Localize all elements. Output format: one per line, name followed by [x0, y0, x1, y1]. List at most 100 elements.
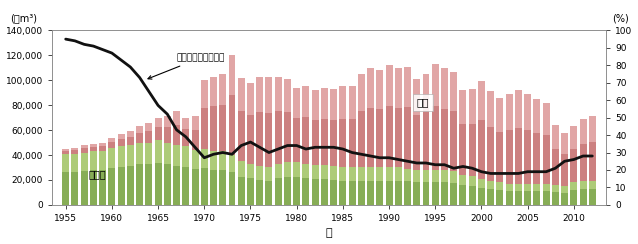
Bar	[506, 184, 512, 205]
Bar	[293, 88, 300, 118]
Bar	[469, 176, 476, 205]
Bar	[404, 169, 411, 181]
Bar	[256, 77, 263, 112]
Bar	[395, 68, 402, 108]
Bar	[302, 164, 309, 178]
Bar	[238, 161, 245, 205]
Bar	[413, 79, 420, 115]
Bar	[422, 170, 429, 182]
Bar	[413, 79, 420, 170]
Bar	[570, 183, 577, 205]
Bar	[191, 116, 198, 130]
Bar	[275, 77, 281, 164]
Bar	[99, 142, 106, 146]
Bar	[312, 90, 318, 120]
Bar	[469, 89, 476, 176]
Bar	[312, 165, 318, 179]
Bar	[395, 167, 402, 181]
Bar	[80, 145, 87, 152]
Bar	[312, 90, 318, 165]
Bar	[432, 64, 439, 170]
Bar	[339, 167, 346, 205]
Bar	[487, 92, 494, 181]
Bar	[71, 154, 78, 172]
Bar	[191, 150, 198, 205]
Bar	[247, 164, 254, 205]
Bar	[543, 103, 549, 184]
Bar	[450, 71, 457, 171]
Bar	[348, 167, 355, 205]
Bar	[487, 181, 494, 205]
Bar	[385, 65, 392, 106]
Bar	[80, 152, 87, 171]
Bar	[321, 88, 328, 119]
Bar	[413, 170, 420, 182]
Bar	[136, 126, 143, 133]
Bar	[210, 151, 217, 170]
Bar	[589, 116, 596, 181]
Bar	[228, 155, 235, 173]
Bar	[228, 155, 235, 205]
Bar	[506, 94, 512, 184]
Bar	[515, 90, 522, 184]
Bar	[108, 138, 115, 148]
Bar	[80, 145, 87, 148]
Bar	[478, 81, 485, 120]
Bar	[570, 126, 577, 149]
Bar	[275, 164, 281, 178]
Bar	[99, 151, 106, 205]
Bar	[219, 151, 226, 170]
Bar	[543, 184, 549, 191]
Bar	[459, 175, 466, 185]
Bar	[265, 167, 272, 181]
Bar	[524, 184, 531, 205]
Bar	[339, 86, 346, 119]
Bar	[367, 167, 374, 205]
Bar	[63, 149, 69, 151]
Bar	[441, 170, 448, 182]
Bar	[63, 154, 69, 172]
Bar	[302, 164, 309, 205]
Bar	[339, 86, 346, 167]
Bar	[395, 68, 402, 167]
Bar	[302, 86, 309, 164]
Bar	[561, 132, 568, 186]
Bar	[478, 179, 485, 188]
Bar	[302, 86, 309, 117]
Bar	[117, 146, 124, 205]
Bar	[543, 103, 549, 135]
Bar	[561, 132, 568, 154]
Bar	[284, 163, 291, 205]
Bar	[432, 170, 439, 182]
Bar	[284, 79, 291, 112]
Bar	[413, 170, 420, 205]
Bar	[182, 118, 189, 129]
Bar	[90, 151, 97, 170]
Bar	[219, 74, 226, 151]
Bar	[367, 167, 374, 181]
Bar	[201, 149, 208, 168]
Bar	[330, 166, 337, 180]
Bar	[358, 74, 365, 112]
Bar	[173, 145, 180, 205]
Bar	[330, 89, 337, 120]
Bar	[201, 149, 208, 205]
Bar	[228, 55, 235, 155]
Bar	[154, 140, 161, 205]
Bar	[561, 186, 568, 205]
Bar	[293, 88, 300, 163]
Bar	[515, 184, 522, 191]
Bar	[182, 118, 189, 146]
Bar	[256, 166, 263, 205]
Bar	[247, 164, 254, 178]
Bar	[524, 184, 531, 191]
Bar	[432, 64, 439, 106]
Bar	[238, 78, 245, 111]
Bar	[127, 131, 134, 145]
Bar	[358, 74, 365, 167]
Bar	[441, 170, 448, 205]
Bar	[422, 74, 429, 170]
Bar	[450, 71, 457, 112]
Bar	[579, 181, 586, 190]
Bar	[348, 86, 355, 167]
